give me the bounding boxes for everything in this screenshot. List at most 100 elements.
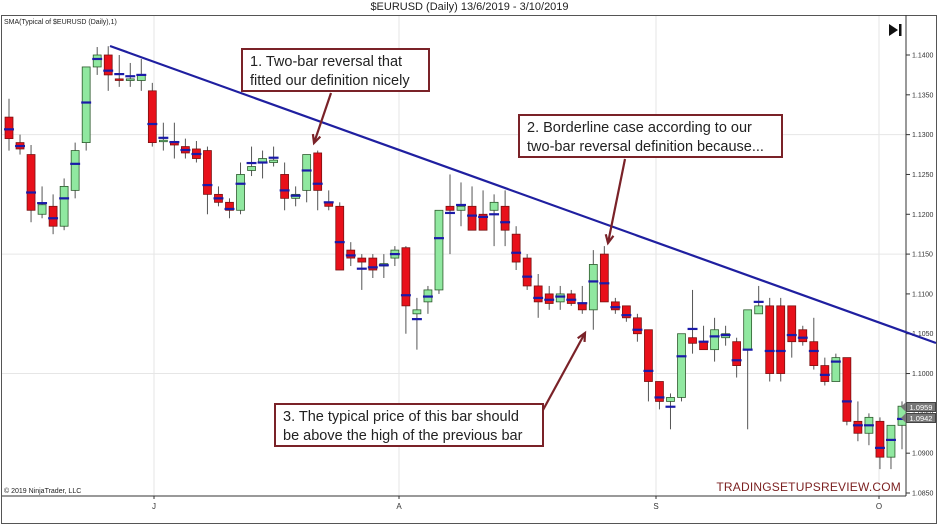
callout-2-arrow-head	[604, 234, 615, 246]
bearish-candle[interactable]	[599, 253, 609, 303]
bearish-candle[interactable]	[610, 301, 620, 311]
bullish-candle[interactable]	[710, 329, 719, 351]
callout-3: 3. The typical price of this bar should …	[274, 403, 544, 447]
bullish-candle[interactable]	[489, 201, 499, 211]
bearish-candle[interactable]	[500, 205, 510, 231]
typical-price-tag: 1.0942	[901, 413, 936, 423]
skip-to-end-icon	[889, 24, 902, 36]
bearish-candle[interactable]	[820, 365, 830, 382]
bullish-candle[interactable]	[59, 185, 69, 227]
bearish-candle[interactable]	[4, 116, 14, 140]
bearish-candle[interactable]	[114, 78, 124, 81]
price-tick-label: 1.1000	[912, 371, 934, 378]
bearish-candle[interactable]	[655, 381, 664, 402]
callout-2-line1: 2. Borderline case according to our	[527, 120, 752, 136]
price-tick-label: 1.1100	[912, 291, 933, 298]
price-tick-label: 1.0850	[912, 491, 934, 498]
callout-1: 1. Two-bar reversal that fitted our defi…	[241, 48, 430, 92]
callout-1-arrow	[312, 92, 333, 144]
price-tick-label: 1.1150	[912, 252, 933, 259]
callout-3-line1: 3. The typical price of this bar should	[283, 409, 519, 425]
bullish-candle[interactable]	[886, 424, 896, 458]
bearish-candle[interactable]	[346, 249, 356, 259]
bullish-candle[interactable]	[677, 333, 686, 398]
bearish-candle[interactable]	[809, 341, 819, 366]
bearish-candle[interactable]	[147, 90, 157, 144]
bullish-candle[interactable]	[743, 309, 753, 351]
callout-1-line2: fitted our definition nicely	[250, 73, 410, 89]
callout-2-line2: two-bar reversal definition because...	[527, 139, 764, 155]
bearish-candle[interactable]	[335, 205, 345, 271]
bearish-candle[interactable]	[875, 420, 885, 458]
bearish-candle[interactable]	[401, 247, 411, 307]
price-tick-label: 1.1350	[912, 92, 934, 99]
bearish-candle[interactable]	[313, 152, 323, 191]
bearish-candle[interactable]	[842, 357, 852, 422]
scroll-to-end-button[interactable]	[887, 22, 903, 38]
bullish-candle[interactable]	[269, 159, 278, 163]
bearish-candle[interactable]	[368, 257, 378, 271]
bearish-candle[interactable]	[533, 285, 543, 303]
bullish-candle[interactable]	[754, 305, 764, 315]
bullish-candle[interactable]	[158, 139, 168, 143]
callout-3-arrow	[542, 332, 586, 411]
bearish-candle[interactable]	[644, 329, 653, 382]
bearish-candle[interactable]	[103, 54, 113, 76]
bearish-candle[interactable]	[225, 201, 234, 211]
bearish-candle[interactable]	[577, 303, 587, 311]
bearish-candle[interactable]	[48, 205, 58, 227]
callout-1-line1: 1. Two-bar reversal that	[250, 54, 403, 70]
bearish-candle[interactable]	[765, 305, 775, 374]
bearish-candle[interactable]	[732, 341, 741, 366]
bearish-candle[interactable]	[203, 150, 212, 195]
bullish-candle[interactable]	[666, 397, 675, 402]
bearish-candle[interactable]	[511, 233, 521, 263]
bearish-candle[interactable]	[467, 205, 477, 231]
time-tick-label: J	[152, 502, 156, 511]
bullish-candle[interactable]	[92, 54, 102, 68]
callout-2-arrow	[606, 158, 627, 244]
bullish-candle[interactable]	[588, 264, 598, 311]
callout-1-arrow-head	[311, 133, 322, 146]
bullish-candle[interactable]	[412, 309, 422, 315]
bearish-candle[interactable]	[622, 305, 631, 319]
watermark: TRADINGSETUPSREVIEW.COM	[716, 480, 901, 494]
time-tick-label: A	[396, 502, 402, 511]
bullish-candle[interactable]	[81, 66, 91, 144]
bullish-candle[interactable]	[555, 293, 565, 303]
price-tick-label: 1.1200	[912, 212, 934, 219]
bullish-candle[interactable]	[37, 204, 47, 215]
bullish-candle[interactable]	[456, 205, 466, 211]
resistance-trendline[interactable]	[109, 44, 937, 345]
bearish-candle[interactable]	[445, 205, 455, 211]
bearish-candle[interactable]	[688, 337, 697, 344]
callout-3-arrow-head	[577, 330, 587, 343]
bearish-candle[interactable]	[26, 154, 36, 211]
price-tick-label: 1.1400	[912, 53, 934, 60]
bearish-candle[interactable]	[522, 257, 532, 287]
indicator-label: SMA(Typical of $EURUSD (Daily),1)	[4, 19, 117, 26]
bearish-candle[interactable]	[699, 341, 708, 351]
bullish-candle[interactable]	[70, 150, 80, 191]
time-tick-label: O	[876, 502, 882, 511]
bullish-candle[interactable]	[236, 174, 245, 211]
bearish-candle[interactable]	[280, 174, 289, 199]
price-tick-label: 1.1050	[912, 331, 934, 338]
chart-title: $EURUSD (Daily) 13/6/2019 - 3/10/2019	[370, 1, 569, 13]
bearish-candle[interactable]	[633, 317, 642, 335]
bullish-candle[interactable]	[831, 357, 841, 382]
callout-2: 2. Borderline case according to our two-…	[518, 114, 783, 158]
callout-3-line2: be above the high of the previous bar	[283, 428, 523, 444]
bearish-candle[interactable]	[853, 420, 863, 434]
bullish-candle[interactable]	[247, 166, 256, 171]
bearish-candle[interactable]	[798, 329, 808, 343]
bearish-candle[interactable]	[787, 305, 797, 343]
bullish-candle[interactable]	[125, 78, 135, 81]
bearish-candle[interactable]	[478, 213, 488, 231]
bullish-candle[interactable]	[302, 154, 312, 191]
bearish-candle[interactable]	[357, 257, 367, 263]
price-tick-label: 1.0900	[912, 451, 934, 458]
bullish-candle[interactable]	[434, 209, 444, 291]
bearish-candle[interactable]	[776, 305, 786, 374]
